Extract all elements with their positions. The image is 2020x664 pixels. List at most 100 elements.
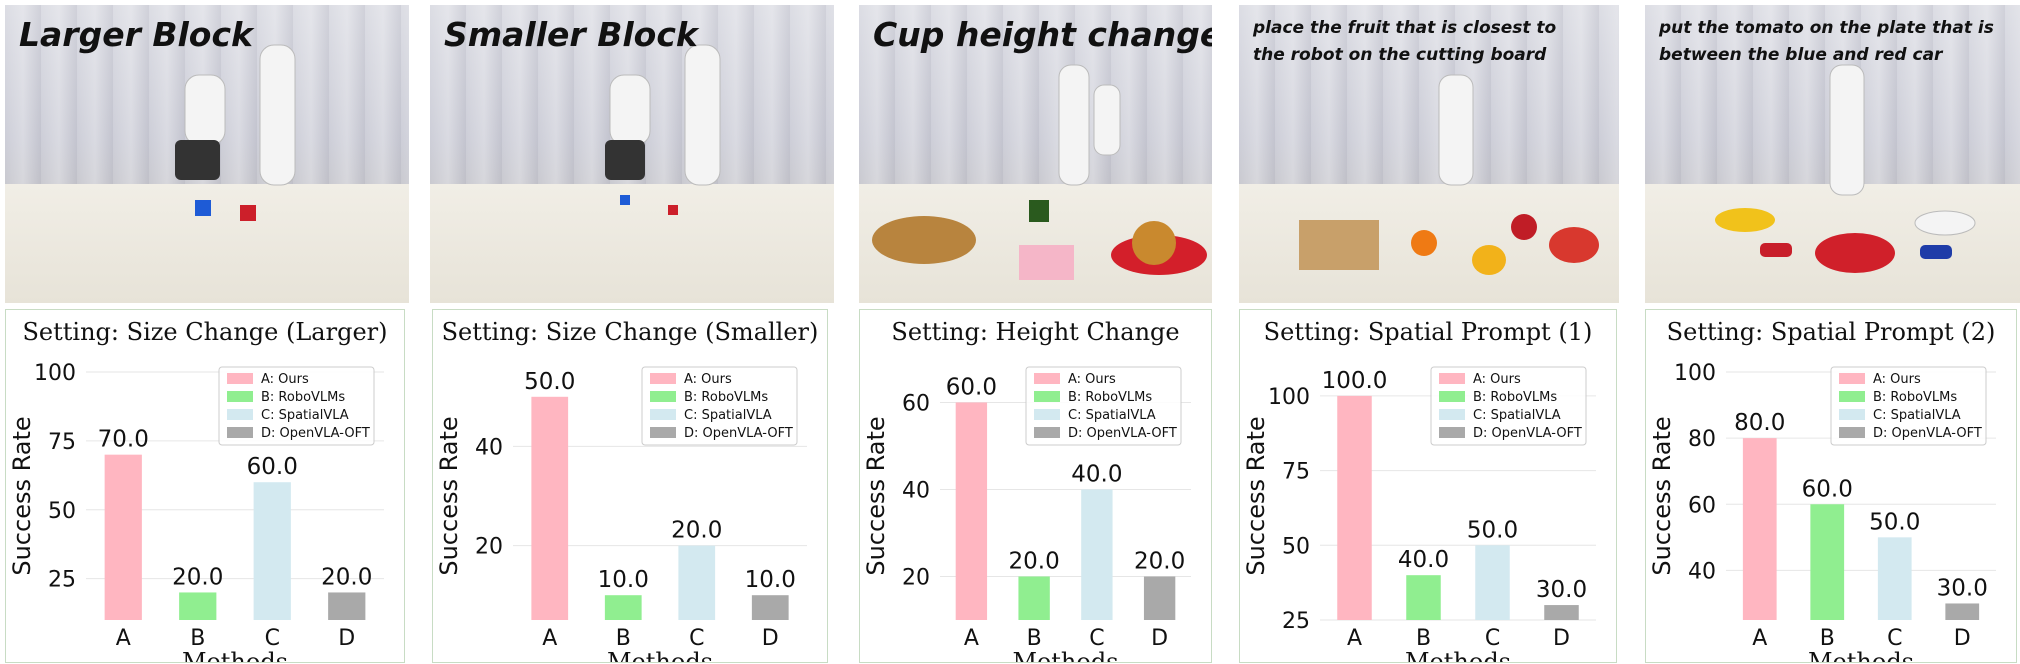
legend-entry: B: RoboVLMs: [261, 390, 345, 405]
bar-B: [1406, 575, 1441, 620]
legend: A: Ours B: RoboVLMs C: SpatialVLA D: OpenVL…: [1025, 366, 1182, 446]
x-axis-label: Methods: [1405, 648, 1511, 662]
robot-arm-illustration: [872, 64, 1207, 280]
legend: A: Ours B: RoboVLMs C: SpatialVLA D: OpenVL…: [1430, 366, 1587, 446]
y-tick-label: 20: [475, 535, 503, 560]
legend-swatch: [650, 373, 676, 384]
y-tick-label: 75: [1282, 460, 1310, 485]
panel-caption: Smaller Block: [444, 15, 698, 54]
data-label: 30.0: [1937, 575, 1988, 601]
panel-caption: Larger Block: [19, 15, 253, 54]
data-label: 10.0: [598, 567, 649, 593]
legend-entry: D: OpenVLA-OFT: [261, 426, 370, 441]
x-tick-label: C: [1887, 626, 1902, 651]
bar-A: [104, 454, 142, 620]
legend-entry: B: RoboVLMs: [1473, 390, 1557, 405]
y-tick-label: 60: [902, 391, 930, 416]
bar-D: [751, 595, 789, 620]
legend-entry: D: OpenVLA-OFT: [684, 426, 793, 441]
legend: A: Ours B: RoboVLMs C: SpatialVLA D: OpenVL…: [641, 366, 798, 446]
legend-swatch: [1439, 409, 1465, 420]
data-label: 70.0: [98, 427, 149, 453]
x-axis-label: Methods: [1012, 648, 1118, 662]
chart-size-larger: Setting: Size Change (Larger) 25 50 75 100 Su…: [5, 309, 405, 663]
bar-A: [1337, 395, 1372, 620]
legend-entry: C: SpatialVLA: [684, 408, 772, 423]
legend-swatch: [227, 373, 253, 384]
data-label: 20.0: [1134, 548, 1185, 574]
x-tick-label: C: [265, 626, 280, 651]
bar-D: [328, 592, 366, 620]
y-axis-label: Success Rate: [8, 416, 36, 575]
y-tick-label: 40: [475, 435, 503, 460]
y-tick-label: 25: [48, 568, 76, 593]
x-axis-label: Methods: [607, 648, 713, 662]
legend-swatch: [1439, 391, 1465, 402]
x-tick-label: B: [1027, 626, 1042, 651]
panel-cup-height: Cup height change Setting: Height Change…: [859, 0, 1212, 664]
bar-A: [955, 402, 988, 620]
data-label: 60.0: [946, 374, 997, 400]
legend-entry: A: Ours: [684, 372, 732, 387]
bar-B: [179, 592, 217, 620]
bar-D: [1143, 576, 1176, 620]
x-tick-label: A: [542, 626, 557, 651]
legend-entry: A: Ours: [1473, 372, 1521, 387]
panel-caption: place the fruit that is closest to the r…: [1253, 18, 1557, 65]
legend-frame: [1430, 366, 1587, 446]
robot-arm-illustration: [175, 44, 296, 221]
x-tick-label: B: [1820, 626, 1835, 651]
x-tick-label: B: [1416, 626, 1431, 651]
y-axis-label: Success Rate: [435, 416, 463, 575]
data-label: 80.0: [1734, 410, 1785, 436]
robot-photo: Smaller Block: [430, 5, 834, 303]
x-tick-label: A: [1347, 626, 1362, 651]
legend-swatch: [1839, 391, 1865, 402]
legend-entry: C: SpatialVLA: [1473, 408, 1561, 423]
bar-C: [678, 545, 716, 620]
legend-swatch: [227, 391, 253, 402]
robot-arm-illustration: [1715, 64, 1976, 273]
bar-A: [531, 396, 569, 620]
x-tick-label: C: [1089, 626, 1104, 651]
legend-swatch: [1839, 409, 1865, 420]
data-label: 50.0: [524, 369, 575, 395]
chart-title: Setting: Height Change: [891, 318, 1179, 346]
robot-arm-illustration: [1299, 74, 1599, 275]
legend-entry: D: OpenVLA-OFT: [1873, 426, 1982, 441]
x-tick-label: D: [1553, 626, 1570, 651]
panel-spatial-prompt-1: place the fruit that is closest to the r…: [1239, 0, 1619, 664]
legend-entry: D: OpenVLA-OFT: [1068, 426, 1177, 441]
data-label: 20.0: [671, 518, 722, 544]
y-tick-label: 50: [48, 499, 76, 524]
x-tick-label: B: [190, 626, 205, 651]
legend-frame: [1830, 366, 1987, 446]
robot-photo: Larger Block: [5, 5, 409, 303]
legend-entry: C: SpatialVLA: [1873, 408, 1961, 423]
chart-title: Setting: Spatial Prompt (2): [1667, 318, 1996, 346]
y-tick-label: 100: [34, 361, 76, 386]
data-label: 50.0: [1869, 509, 1920, 535]
chart-height-change: Setting: Height Change 20 40 60 Success Rate…: [859, 309, 1212, 663]
bar-A: [1742, 438, 1777, 620]
robot-photo: put the tomato on the plate that is betw…: [1645, 5, 2020, 303]
x-tick-label: C: [689, 626, 704, 651]
x-tick-label: D: [338, 626, 355, 651]
legend-swatch: [1839, 427, 1865, 438]
legend-swatch: [1034, 409, 1060, 420]
x-tick-label: D: [1151, 626, 1168, 651]
legend-swatch: [1839, 373, 1865, 384]
x-tick-label: A: [1752, 626, 1767, 651]
legend-swatch: [227, 427, 253, 438]
y-tick-label: 75: [48, 430, 76, 455]
bar-B: [604, 595, 642, 620]
y-axis-label: Success Rate: [862, 416, 890, 575]
chart-size-smaller: Setting: Size Change (Smaller) 20 40 Succes…: [432, 309, 828, 663]
chart-spatial-prompt-1: Setting: Spatial Prompt (1) 25 50 75 100 Succ…: [1239, 309, 1617, 663]
bar-D: [1945, 603, 1980, 620]
legend-entry: C: SpatialVLA: [1068, 408, 1156, 423]
data-label: 40.0: [1398, 547, 1449, 573]
panel-caption: put the tomato on the plate that is betw…: [1659, 18, 1994, 65]
y-tick-label: 100: [1268, 385, 1310, 410]
legend-entry: A: Ours: [1068, 372, 1116, 387]
